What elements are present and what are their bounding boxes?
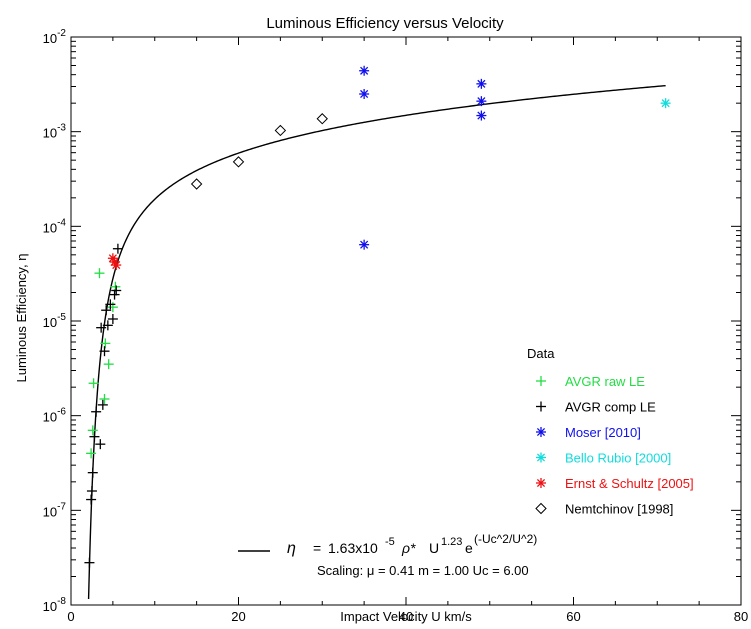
x-axis-label: Impact Velocity U km/s [340, 609, 472, 624]
x-tick-label: 0 [67, 609, 74, 624]
data-point [112, 243, 123, 254]
chart-title: Luminous Efficiency versus Velocity [266, 15, 504, 32]
legend-label: Nemtchinov [1998] [565, 502, 673, 517]
legend-marker [536, 478, 546, 488]
x-tick-label: 40 [399, 609, 413, 624]
data-point [87, 467, 98, 478]
legend-label: AVGR comp LE [565, 400, 656, 415]
data-point [316, 113, 328, 125]
legend-label: AVGR raw LE [565, 374, 645, 389]
data-point [100, 338, 111, 349]
data-point [96, 322, 107, 333]
legend-marker [536, 427, 546, 437]
legend-label: Ernst & Schultz [2005] [565, 476, 694, 491]
legend: Data AVGR raw LE AVGR comp LE Moser [2010]… [527, 346, 694, 517]
y-tick-label: 10-5 [43, 312, 67, 330]
data-points [84, 65, 671, 568]
data-point [476, 96, 487, 107]
data-point [95, 439, 106, 450]
y-tick-label: 10-7 [43, 501, 67, 519]
data-point [476, 78, 487, 89]
data-point [86, 486, 97, 497]
y-tick-label: 10-2 [43, 28, 67, 46]
fit-formula: η = 1.63x10 -5 ρ* U 1.23 e (-Uc^2/U^2) S… [238, 532, 537, 578]
data-point [111, 285, 122, 296]
y-tick-label: 10-4 [43, 217, 67, 235]
data-point [91, 406, 102, 417]
y-axis-label: Luminous Efficiency, η [14, 254, 29, 383]
x-tick-label: 20 [231, 609, 245, 624]
fit-equation: η = 1.63x10 -5 ρ* U 1.23 e (-Uc^2/U^2) [287, 532, 537, 557]
data-point [88, 378, 99, 389]
data-point [99, 346, 110, 357]
plot-frame [70, 36, 742, 606]
data-point [89, 431, 100, 442]
x-tick-label: 60 [566, 609, 580, 624]
y-tick-label: 10-6 [43, 407, 67, 425]
data-point [86, 494, 97, 505]
data-point [660, 98, 671, 109]
y-tick-label: 10-8 [43, 596, 67, 614]
legend-label: Bello Rubio [2000] [565, 451, 671, 466]
axis-ticks: 0 20 40 60 80 10-8 10-7 10-6 10-5 10-4 10-3 10-2 [43, 28, 749, 624]
data-point [359, 65, 370, 76]
legend-label: Moser [2010] [565, 425, 641, 440]
data-point [359, 88, 370, 99]
x-tick-label: 80 [734, 609, 748, 624]
y-tick-label: 10-3 [43, 123, 67, 141]
data-point [101, 305, 112, 316]
data-point [232, 156, 245, 168]
data-point [87, 425, 98, 436]
data-point [84, 557, 95, 568]
legend-marker [536, 452, 546, 463]
data-point [190, 178, 203, 190]
data-point [99, 393, 110, 404]
legend-title: Data [527, 346, 555, 361]
data-point [476, 110, 487, 121]
scaling-text: Scaling: μ = 0.41 m = 1.00 Uc = 6.00 [317, 563, 529, 578]
data-point [107, 313, 118, 324]
fit-curve-group [87, 84, 666, 600]
legend-marker [536, 401, 546, 412]
data-point [274, 124, 287, 137]
data-point [105, 299, 116, 310]
data-point [97, 399, 108, 410]
legend-marker [535, 502, 547, 515]
data-point [359, 239, 370, 250]
fit-curve [87, 84, 666, 600]
legend-marker [536, 376, 546, 386]
data-point [94, 268, 105, 279]
data-point [111, 260, 122, 271]
data-point [109, 289, 120, 300]
data-point [103, 359, 114, 370]
data-point [102, 320, 113, 331]
data-point [86, 448, 97, 459]
